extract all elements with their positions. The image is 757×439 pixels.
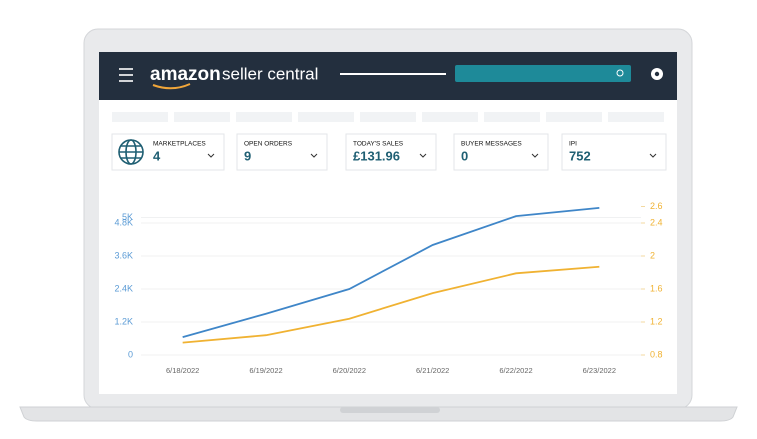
logo[interactable]: amazon	[150, 64, 221, 85]
card-label: OPEN ORDERS	[244, 141, 293, 148]
card-value: 9	[244, 148, 251, 163]
y2-tick-label: 2.6	[650, 201, 663, 211]
y2-tick-label: 0.8	[650, 349, 663, 359]
menu-icon[interactable]	[119, 68, 133, 82]
y-tick-label: 5K	[122, 212, 133, 222]
laptop-base	[19, 406, 738, 422]
y-tick-label: 4.8K	[114, 217, 133, 227]
dropdown-arrow	[207, 153, 215, 158]
x-tick-label: 6/18/2022	[166, 366, 199, 375]
x-tick-label: 6/23/2022	[583, 366, 616, 375]
card-label: TODAY'S SALES	[353, 141, 404, 148]
search-icon[interactable]	[616, 69, 624, 77]
card-label: IPI	[569, 141, 577, 148]
card[interactable]	[236, 133, 328, 171]
y2-tick-label: 1.2	[650, 316, 663, 326]
dropdown-arrow	[419, 153, 427, 158]
x-tick-label: 6/20/2022	[333, 366, 366, 375]
settings-icon-hole	[654, 71, 660, 77]
laptop-notch	[340, 407, 440, 413]
y2-tick-label: 2.4	[650, 217, 663, 227]
x-tick-label: 6/19/2022	[249, 366, 282, 375]
card-value: 0	[461, 148, 468, 163]
card-value: £131.96	[353, 148, 400, 163]
card-value: 752	[569, 148, 591, 163]
x-tick-label: 6/22/2022	[499, 366, 532, 375]
search-box[interactable]	[455, 65, 631, 82]
card-label: BUYER MESSAGES	[461, 141, 522, 148]
x-tick-label: 6/21/2022	[416, 366, 449, 375]
logo-smile	[152, 83, 191, 90]
y-tick-label: 1.2K	[114, 316, 133, 326]
series-line	[182, 265, 600, 344]
card-label: MARKETPLACES	[153, 141, 206, 148]
card[interactable]	[345, 133, 437, 171]
card-value: 4	[153, 148, 161, 163]
dropdown-arrow	[531, 153, 539, 158]
globe-icon	[118, 139, 144, 165]
card[interactable]	[453, 133, 549, 171]
y-tick-label: 0	[128, 349, 133, 359]
dropdown-arrow	[310, 153, 318, 158]
card[interactable]	[561, 133, 667, 171]
y-tick-label: 2.4K	[114, 283, 133, 293]
dropdown-arrow	[649, 153, 657, 158]
y2-tick-label: 1.6	[650, 283, 663, 293]
y2-tick-label: 2	[650, 250, 655, 260]
series-line	[182, 206, 600, 338]
product-name: seller central	[222, 64, 318, 83]
placeholder-row	[112, 112, 664, 122]
y-tick-label: 3.6K	[114, 250, 133, 260]
